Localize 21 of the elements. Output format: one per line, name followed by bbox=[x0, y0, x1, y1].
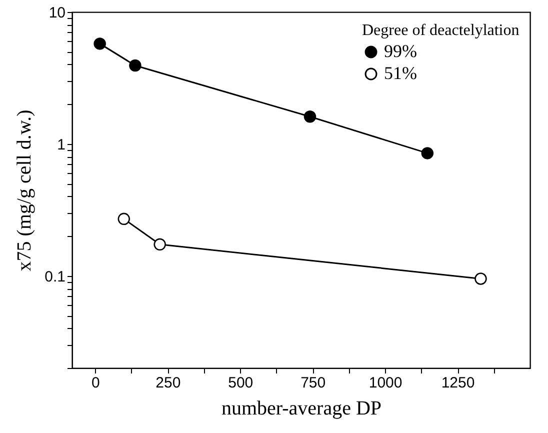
x-axis-title: number-average DP bbox=[221, 398, 382, 420]
y-tick-label: 0.1 bbox=[44, 268, 66, 286]
x-tick-label: 750 bbox=[300, 374, 326, 392]
legend-label: 51% bbox=[384, 63, 417, 83]
y-tick-label: 1 bbox=[57, 136, 66, 154]
y-tick-label: 10 bbox=[48, 4, 66, 22]
legend-title: Degree of deactelylation bbox=[362, 22, 520, 39]
x-tick-label: 0 bbox=[92, 374, 100, 392]
point bbox=[94, 38, 106, 50]
point bbox=[118, 212, 130, 226]
x-tick-label: 250 bbox=[156, 374, 181, 392]
point bbox=[474, 272, 487, 285]
legend-label: 99% bbox=[384, 41, 417, 61]
y-axis-title: x75 (mg/g cell d.w.) bbox=[14, 110, 36, 272]
point bbox=[421, 147, 434, 160]
x-tick-label: 500 bbox=[228, 374, 254, 392]
point bbox=[129, 59, 142, 72]
x-tick-label: 1000 bbox=[368, 374, 402, 392]
point bbox=[304, 110, 316, 123]
point bbox=[154, 238, 166, 251]
x-tick-label: 1250 bbox=[441, 374, 475, 392]
